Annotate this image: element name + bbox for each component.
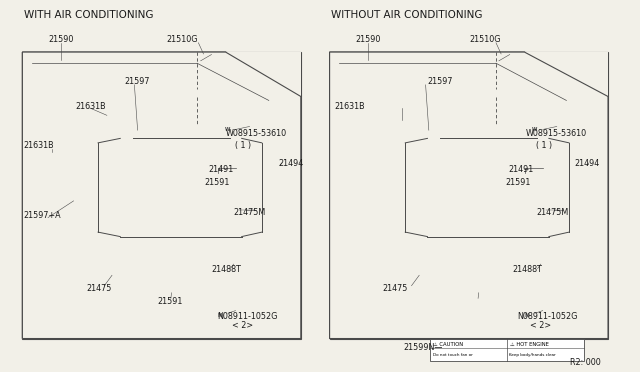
Bar	[330, 52, 608, 339]
Text: N08911-1052G: N08911-1052G	[218, 312, 278, 321]
Text: R2: 000: R2: 000	[570, 358, 600, 367]
Bar	[22, 52, 301, 339]
Text: 21510G: 21510G	[469, 35, 501, 44]
Circle shape	[388, 174, 392, 176]
Text: 21494: 21494	[278, 159, 303, 168]
Text: N: N	[218, 312, 221, 318]
Text: 21631B: 21631B	[24, 141, 54, 150]
Text: W: W	[225, 127, 230, 132]
Circle shape	[211, 310, 228, 320]
Circle shape	[526, 125, 543, 134]
Text: 21488T: 21488T	[512, 265, 542, 274]
Text: Keep body/hands clear: Keep body/hands clear	[509, 353, 556, 357]
Text: 21475: 21475	[86, 284, 112, 293]
Text: 21590: 21590	[355, 35, 381, 44]
Text: 21590: 21590	[48, 35, 74, 44]
Text: 21631B: 21631B	[76, 102, 106, 110]
Text: ( 1 ): ( 1 )	[235, 141, 251, 150]
Text: Do not touch fan or: Do not touch fan or	[433, 353, 472, 357]
Text: 21491: 21491	[509, 165, 534, 174]
Text: W: W	[532, 127, 537, 132]
Circle shape	[518, 310, 535, 320]
Text: 21591: 21591	[506, 178, 531, 187]
Circle shape	[219, 125, 236, 134]
Circle shape	[388, 122, 393, 125]
Text: WITH AIR CONDITIONING: WITH AIR CONDITIONING	[24, 10, 153, 20]
Circle shape	[81, 187, 85, 189]
Text: 21488T: 21488T	[211, 265, 241, 274]
Bar	[430, 339, 584, 361]
Circle shape	[132, 155, 136, 157]
Text: ⚠ CAUTION: ⚠ CAUTION	[433, 341, 463, 346]
Text: 21475: 21475	[383, 284, 408, 293]
Text: 21591: 21591	[157, 297, 182, 306]
Text: 21510G: 21510G	[166, 35, 198, 44]
Text: 21491: 21491	[208, 165, 233, 174]
Circle shape	[104, 118, 109, 121]
Bar	[330, 52, 608, 339]
Text: 21475M: 21475M	[234, 208, 266, 217]
Text: 21494: 21494	[575, 159, 600, 168]
Text: 21597: 21597	[428, 77, 453, 86]
Text: ( 1 ): ( 1 )	[536, 141, 552, 150]
Text: 21597+A: 21597+A	[24, 211, 61, 220]
Text: N: N	[525, 312, 529, 318]
Text: 21631B: 21631B	[335, 102, 365, 110]
Text: 21597: 21597	[125, 77, 150, 86]
Text: WITHOUT AIR CONDITIONING: WITHOUT AIR CONDITIONING	[331, 10, 483, 20]
Circle shape	[50, 154, 55, 157]
Bar	[22, 52, 301, 339]
Text: ⚠ HOT ENGINE: ⚠ HOT ENGINE	[510, 341, 549, 346]
Text: W08915-53610: W08915-53610	[526, 129, 588, 138]
Text: 21591: 21591	[205, 178, 230, 187]
Text: < 2>: < 2>	[232, 321, 253, 330]
Text: N08911-1052G: N08911-1052G	[517, 312, 577, 321]
Text: < 2>: < 2>	[530, 321, 551, 330]
Text: 21475M: 21475M	[536, 208, 568, 217]
Text: W08915-53610: W08915-53610	[225, 129, 287, 138]
Text: 21599N—: 21599N—	[403, 343, 443, 352]
